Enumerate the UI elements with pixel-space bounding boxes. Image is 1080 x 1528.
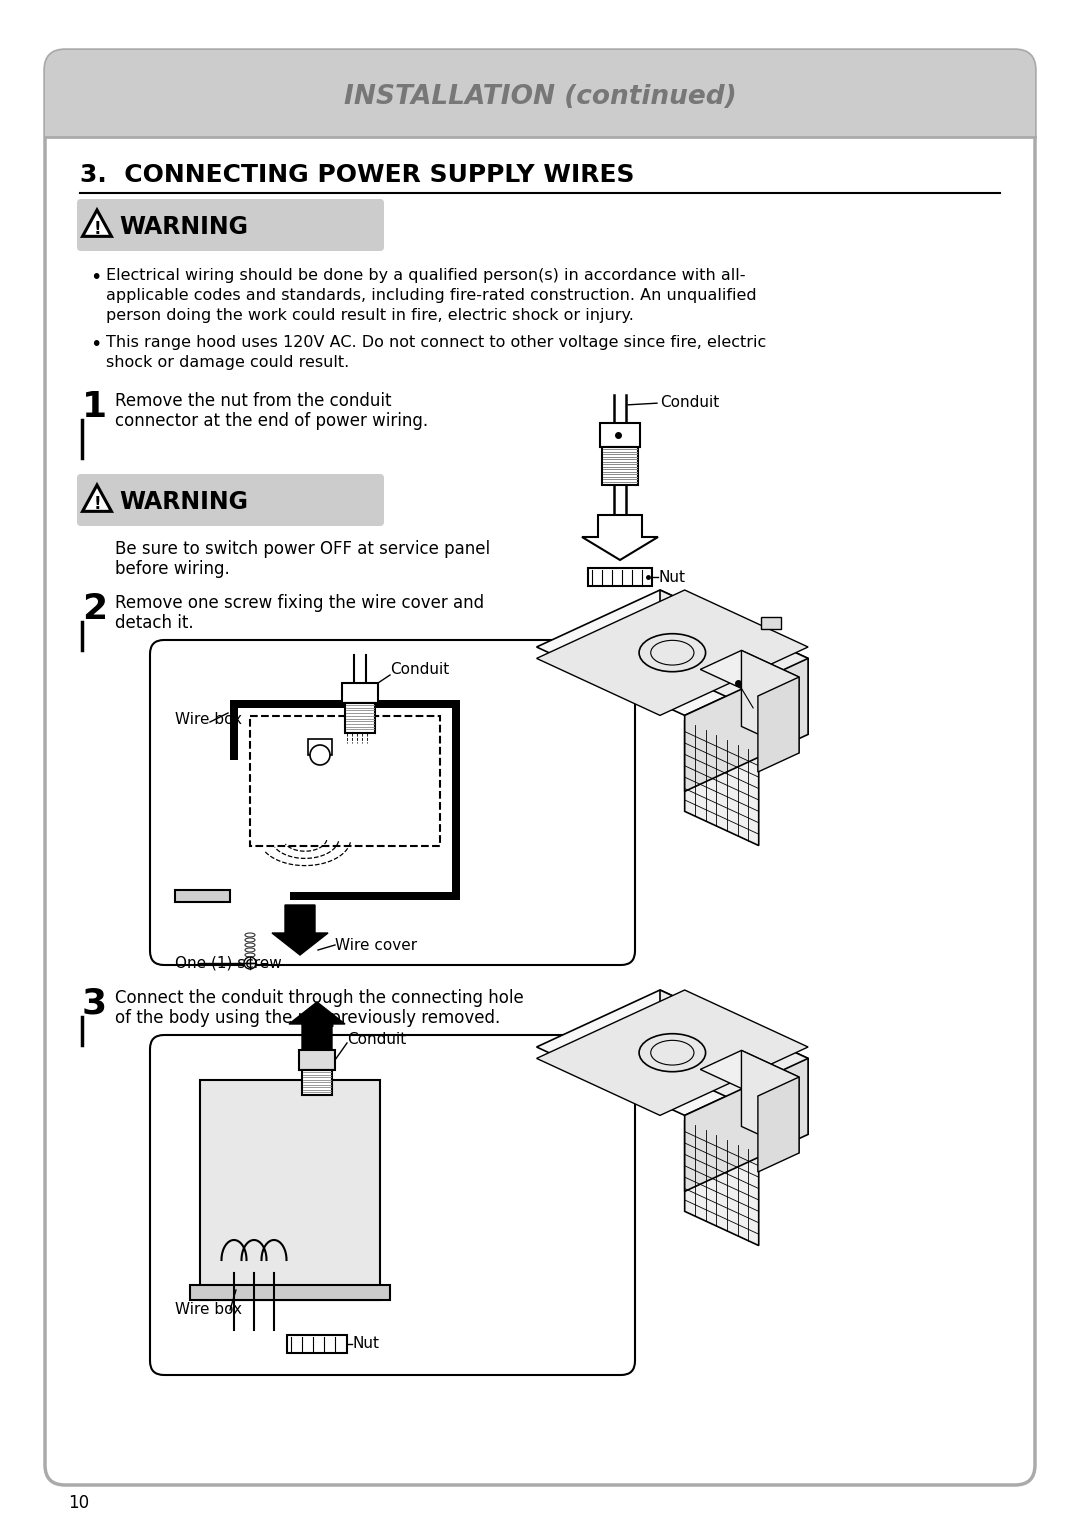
Polygon shape [82,209,111,237]
Text: Wire box: Wire box [175,712,242,727]
Text: of the body using the nut previously removed.: of the body using the nut previously rem… [114,1008,500,1027]
Text: One (1) screw: One (1) screw [175,955,282,970]
Bar [302,1070,332,1096]
Text: shock or damage could result.: shock or damage could result. [106,354,349,370]
Bar [230,700,460,707]
Text: •: • [90,335,102,354]
Bar [345,703,375,733]
Text: person doing the work could result in fire, electric shock or injury.: person doing the work could result in fi… [106,309,634,322]
Polygon shape [685,1120,759,1245]
Text: Conduit: Conduit [390,663,449,677]
Text: 3: 3 [82,987,107,1021]
Text: WARNING: WARNING [119,215,248,238]
FancyBboxPatch shape [45,50,1035,1485]
Polygon shape [537,990,808,1115]
Bar [287,1335,347,1352]
Bar [299,1050,335,1070]
FancyBboxPatch shape [77,199,384,251]
Bar [602,448,638,484]
Polygon shape [742,651,799,753]
Text: 1: 1 [82,390,107,423]
Text: 2: 2 [82,591,107,626]
Polygon shape [289,1002,345,1050]
Text: before wiring.: before wiring. [114,559,230,578]
FancyBboxPatch shape [45,50,1035,134]
Text: Wire cover: Wire cover [335,938,417,952]
Text: Conduit: Conduit [347,1033,406,1048]
Text: detach it.: detach it. [114,614,193,633]
Polygon shape [742,1050,799,1154]
Bar [600,423,640,448]
Bar [249,717,440,847]
Polygon shape [758,677,799,772]
Text: •: • [90,267,102,287]
FancyBboxPatch shape [150,1034,635,1375]
FancyBboxPatch shape [150,640,635,966]
Text: Electrical wiring should be done by a qualified person(s) in accordance with all: Electrical wiring should be done by a qu… [106,267,745,283]
Bar [230,700,238,759]
Polygon shape [272,905,328,955]
Polygon shape [582,515,658,559]
Polygon shape [685,720,759,845]
Polygon shape [685,659,808,792]
Circle shape [310,746,330,766]
Bar [45,105,1035,138]
Polygon shape [537,590,808,715]
Bar [308,740,332,755]
Text: applicable codes and standards, including fire-rated construction. An unqualifie: applicable codes and standards, includin… [106,287,757,303]
FancyBboxPatch shape [77,474,384,526]
Bar [200,1080,380,1300]
Bar [342,683,378,703]
Circle shape [244,957,256,969]
Polygon shape [685,1059,808,1192]
Polygon shape [660,990,808,1134]
Polygon shape [758,1077,799,1172]
Text: Wire box: Wire box [175,1302,242,1317]
Text: Conduit: Conduit [660,396,719,410]
Polygon shape [537,990,808,1115]
Text: !: ! [93,495,100,513]
Bar [588,568,652,587]
Polygon shape [660,590,808,735]
Bar [453,700,460,900]
Polygon shape [537,590,808,715]
Text: Be sure to switch power OFF at service panel: Be sure to switch power OFF at service p… [114,539,490,558]
Text: This range hood uses 120V AC. Do not connect to other voltage since fire, electr: This range hood uses 120V AC. Do not con… [106,335,766,350]
Polygon shape [700,651,799,697]
Bar [175,889,230,902]
Bar [291,892,460,900]
Polygon shape [82,484,111,512]
Text: Nut: Nut [658,570,685,585]
Text: 3.  CONNECTING POWER SUPPLY WIRES: 3. CONNECTING POWER SUPPLY WIRES [80,163,635,186]
Text: Nut: Nut [352,1337,379,1351]
Text: WARNING: WARNING [119,490,248,513]
Text: Remove one screw fixing the wire cover and: Remove one screw fixing the wire cover a… [114,594,484,613]
Text: Connect the conduit through the connecting hole: Connect the conduit through the connecti… [114,989,524,1007]
Text: Remove the nut from the conduit: Remove the nut from the conduit [114,393,391,410]
Text: connector at the end of power wiring.: connector at the end of power wiring. [114,413,428,429]
Polygon shape [700,1050,799,1096]
Text: 10: 10 [68,1494,90,1513]
Bar [190,1285,390,1300]
Bar [761,617,781,630]
Text: !: ! [93,220,100,238]
Text: INSTALLATION (continued): INSTALLATION (continued) [343,84,737,110]
Bar [200,1080,380,1300]
